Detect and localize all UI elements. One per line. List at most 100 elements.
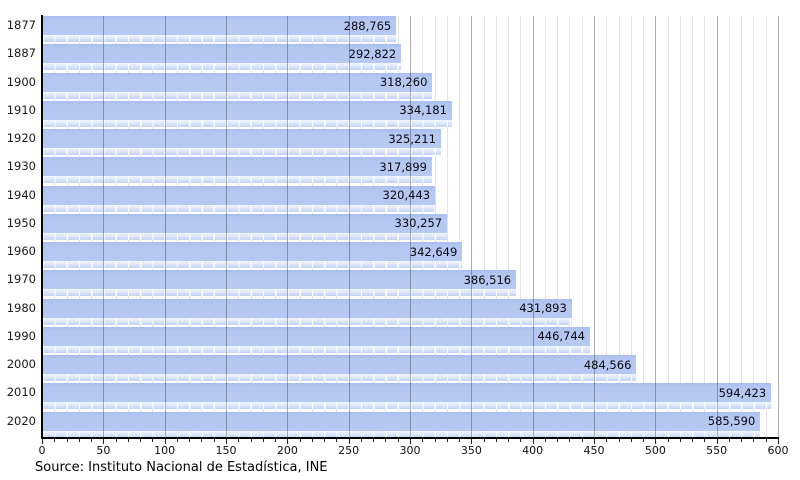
x-axis-tick-label: 0 [38, 444, 46, 457]
x-axis-minor-tick [569, 438, 571, 442]
year-label: 2000 [6, 357, 36, 372]
x-axis-minor-tick [630, 438, 632, 442]
year-label: 1900 [6, 74, 36, 89]
bar-value-label: 318,260 [379, 75, 428, 90]
bar: 318,260 [42, 72, 433, 99]
x-axis-tick-label: 200 [276, 444, 298, 457]
x-axis-major-tick [42, 438, 43, 444]
x-axis-minor-tick [667, 438, 669, 442]
bar-gloss [42, 35, 397, 42]
x-axis-minor-tick [397, 438, 399, 442]
gridline-minor [728, 16, 730, 438]
bar-value-label: 342,649 [409, 244, 458, 259]
bar-row-2010: 2010 594,423 [7, 381, 778, 410]
bar-gloss [42, 63, 402, 71]
bar: 288,765 [42, 16, 397, 42]
bar-gloss [42, 374, 637, 382]
x-axis-minor-tick [201, 438, 203, 442]
bar-value-label: 585,590 [707, 414, 756, 429]
x-axis-tick-label: 500 [644, 444, 666, 457]
bar-value-label: 320,443 [382, 188, 431, 203]
x-axis-tick-label: 100 [154, 444, 176, 457]
x-axis-tick-label: 400 [522, 444, 544, 457]
x-axis-minor-tick [324, 438, 326, 442]
x-axis-minor-tick [606, 438, 608, 442]
x-axis-major-tick [410, 438, 411, 444]
gridline-major [103, 16, 105, 438]
bar-gloss [42, 317, 572, 325]
y-axis-line [41, 15, 43, 439]
gridline-major [471, 16, 473, 438]
x-axis-minor-tick [459, 438, 461, 442]
bar-gloss [42, 91, 433, 99]
x-axis-tick-label: 50 [96, 444, 111, 457]
bar-body: 446,744 [42, 326, 590, 346]
bar: 431,893 [42, 298, 572, 325]
gridline-minor [643, 16, 645, 438]
bar-row-2000: 2000 484,566 [7, 353, 778, 382]
bar: 446,744 [42, 326, 590, 353]
bar-body: 334,181 [42, 100, 452, 120]
gridline-minor [692, 16, 694, 438]
bar-row-1980: 1980 431,893 [7, 297, 778, 325]
bar-gloss [42, 430, 761, 438]
bar-row-1970: 1970 386,516 [7, 268, 778, 297]
bar-value-label: 325,211 [388, 131, 436, 146]
x-axis-minor-tick [360, 438, 362, 442]
bar: 325,211 [42, 129, 441, 156]
x-axis-minor-tick [66, 438, 68, 442]
bar-body: 330,257 [42, 213, 448, 233]
gridline-major [655, 16, 657, 438]
x-axis-minor-tick [385, 438, 387, 442]
x-axis-minor-tick [446, 438, 448, 442]
bar-body: 342,649 [42, 242, 463, 262]
bar-row-1950: 1950 330,257 [7, 212, 778, 240]
gridline-minor [520, 16, 522, 438]
bar-gloss [42, 148, 441, 156]
x-axis-line [41, 437, 779, 439]
x-axis-minor-tick [373, 438, 375, 442]
x-axis-minor-tick [238, 438, 240, 442]
x-axis-major-tick [226, 438, 227, 444]
x-axis-minor-tick [643, 438, 645, 442]
bar-gloss [42, 232, 448, 240]
x-axis-minor-tick [728, 438, 730, 442]
bar-body: 585,590 [42, 411, 761, 431]
year-label: 1960 [6, 244, 36, 259]
x-axis-minor-tick [520, 438, 522, 442]
x-axis-tick-label: 550 [706, 444, 728, 457]
bar-body: 320,443 [42, 185, 436, 205]
gridline-major [226, 16, 227, 438]
bar-body: 325,211 [42, 129, 441, 149]
x-axis-major-tick [594, 438, 595, 444]
gridline-minor [704, 16, 706, 438]
bar-row-1877: 1877 288,765 [7, 14, 778, 42]
gridline-minor [667, 16, 669, 438]
gridline-minor [483, 16, 485, 438]
bar-row-1990: 1990 446,744 [7, 325, 778, 353]
bar-value-label: 431,893 [519, 301, 567, 316]
bar-gloss [42, 345, 590, 353]
gridline-minor [606, 16, 608, 438]
x-axis-minor-tick [176, 438, 178, 442]
bar: 386,516 [42, 270, 517, 297]
x-axis-tick-label: 150 [215, 444, 237, 457]
bar: 292,822 [42, 44, 402, 71]
bar-gloss [42, 204, 436, 212]
year-label: 1940 [6, 187, 36, 202]
plot-area: 1877 288,765 1887 292,822 1900 318,260 1910 334… [7, 14, 779, 438]
x-axis-minor-tick [262, 438, 264, 442]
bar-body: 431,893 [42, 298, 572, 318]
gridline-minor [544, 16, 546, 438]
x-axis-minor-tick [557, 438, 559, 442]
bar-body: 317,899 [42, 157, 432, 177]
bar-body: 594,423 [42, 383, 772, 403]
bar: 317,899 [42, 157, 432, 184]
bar-row-1960: 1960 342,649 [7, 240, 778, 269]
bar-gloss [42, 289, 517, 297]
gridline-major [348, 16, 350, 438]
year-label: 1877 [6, 18, 36, 32]
bar-body: 386,516 [42, 270, 517, 290]
gridline-major [532, 16, 534, 438]
